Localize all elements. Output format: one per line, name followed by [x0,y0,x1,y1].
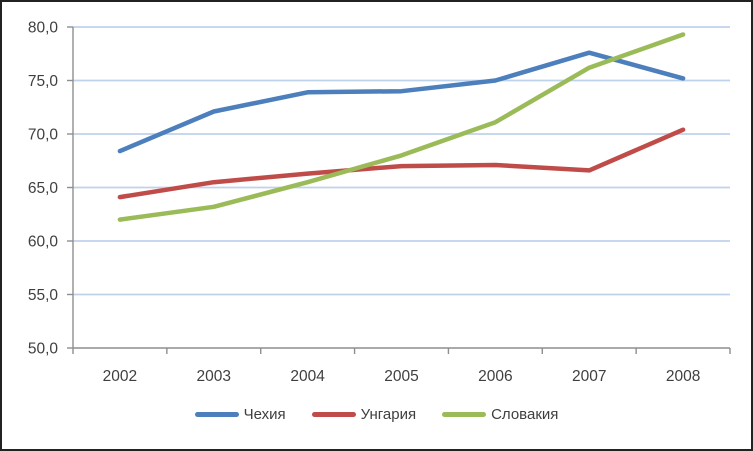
legend-label-chehia: Чехия [243,406,286,423]
legend-line-sample-ungaria [311,412,356,417]
y-tick-label: 55,0 [28,287,59,304]
series-layer [117,32,686,222]
y-tick-label: 70,0 [28,127,59,144]
x-tick-label: 2007 [572,368,606,385]
grid-layer [73,26,730,296]
axis-layer [67,26,731,354]
legend-item-ungaria: Унгария [311,406,417,423]
axis-labels-layer: 50,0 55,0 60,0 65,0 70,0 75,0 80,0 2002 2003 2004… [28,20,700,386]
legend-line-sample-chehia [194,412,239,417]
line-chart: 50,0 55,0 60,0 65,0 70,0 75,0 80,0 2002 2003 2004… [28,20,731,386]
legend-label-slovakia: Словакия [491,406,559,423]
x-tick-label: 2004 [290,368,325,385]
x-tick-label: 2002 [103,368,137,385]
y-tick-label: 65,0 [28,180,59,197]
x-tick-label: 2005 [384,368,418,385]
x-tick-label: 2006 [478,368,512,385]
y-tick-label: 50,0 [28,341,59,358]
series-line-chehia [117,50,686,154]
y-tick-label: 75,0 [28,73,59,90]
y-tick-label: 80,0 [28,20,59,37]
x-tick-label: 2008 [666,368,700,385]
legend-item-slovakia: Словакия [442,406,558,423]
y-tick-label: 60,0 [28,234,59,251]
series-line-slovakia [117,32,686,222]
legend-label-ungaria: Унгария [360,406,417,423]
legend-line-sample-slovakia [442,412,487,417]
x-tick-label: 2003 [197,368,231,385]
legend: Чехия Унгария Словакия [2,406,751,423]
legend-item-chehia: Чехия [194,406,286,423]
series-line-ungaria [117,127,686,200]
